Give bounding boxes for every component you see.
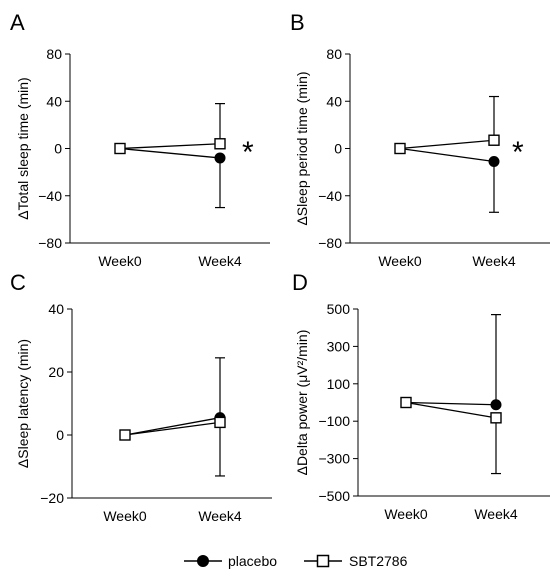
panel-d-y-tick-label: 300 <box>327 338 351 354</box>
legend-sbt2786-marker <box>316 554 330 568</box>
legend: placebo SBT2786 <box>184 553 408 569</box>
panel-c-x-tick-label: Week0 <box>103 508 147 524</box>
panel-c-letter: C <box>10 270 26 295</box>
panel-c-sbt2786-point <box>214 416 226 429</box>
panel-a-placebo-point <box>214 152 226 164</box>
panel-a-placebo-line <box>119 147 221 159</box>
panel-c-y-tick-label: −20 <box>40 490 64 506</box>
panel-a-sbt2786-line <box>119 143 221 150</box>
panel-c-y-tick-label: 0 <box>56 427 64 443</box>
panel-d-sbt2786-line <box>405 401 497 419</box>
chart-panels: A 80 40 0 −40 −80 Week0 Week4 ΔTotal sleep time … <box>10 10 550 524</box>
panel-c-y-tick-label: 20 <box>48 364 64 380</box>
panel-d-y-tick-label: 100 <box>327 376 351 392</box>
panel-d-x-tick-label: Week4 <box>474 506 518 522</box>
panel-c: C 40 20 0 −20 Week0 Week4 ΔSleep latency (min) <box>10 270 272 524</box>
panel-a-y-tick-label: 0 <box>54 141 62 157</box>
panel-d-letter: D <box>292 270 308 295</box>
panel-b-placebo-point <box>488 155 500 167</box>
panel-c-sbt2786-line <box>124 421 221 436</box>
panel-b-y-tick-label: 0 <box>334 141 342 157</box>
panel-a-y-tick-label: 80 <box>46 46 62 62</box>
panel-b-sbt2786-point <box>394 142 406 155</box>
panel-b: B 80 40 0 −40 −80 Week0 Week4 ΔSleep period time… <box>290 10 550 269</box>
panel-d-sbt2786-point <box>400 396 412 409</box>
panel-d-y-tick-label: −300 <box>318 451 350 467</box>
panel-d-x-tick-label: Week0 <box>384 506 428 522</box>
panel-d-placebo-point <box>490 399 502 411</box>
panel-d-y-axis-label: ΔDelta power (μV²/min) <box>294 330 310 476</box>
panel-b-sbt2786-line <box>399 139 495 150</box>
panel-a-y-tick-label: 40 <box>46 93 62 109</box>
panel-a-x-tick-label: Week4 <box>198 253 242 269</box>
panel-d: D 500 300 100 −100 −300 −500 Week0 Week4 ΔDelta p… <box>292 270 550 522</box>
panel-b-y-tick-label: 40 <box>326 93 342 109</box>
panel-c-x-tick-label: Week4 <box>198 508 242 524</box>
panel-c-placebo-line <box>124 417 221 436</box>
panel-a-y-tick-label: −40 <box>38 188 62 204</box>
panel-b-sbt2786-point <box>488 134 500 146</box>
panel-a: A 80 40 0 −40 −80 Week0 Week4 ΔTotal sleep time … <box>10 10 270 269</box>
panel-a-x-tick-label: Week0 <box>98 253 142 269</box>
legend-sbt2786-label: SBT2786 <box>349 553 408 569</box>
panel-d-y-tick-label: −100 <box>318 413 350 429</box>
panel-b-y-tick-label: 80 <box>326 46 342 62</box>
panel-d-y-tick-label: −500 <box>318 488 350 504</box>
panel-b-y-tick-label: −80 <box>318 235 342 251</box>
panel-b-x-tick-label: Week0 <box>378 253 422 269</box>
panel-b-y-axis-label: ΔSleep period time (min) <box>294 71 310 225</box>
panel-d-y-tick-label: 500 <box>327 301 351 317</box>
panel-d-placebo-line <box>405 401 497 406</box>
panel-b-y-tick-label: −40 <box>318 188 342 204</box>
panel-b-significance-marker: * <box>512 136 524 169</box>
panel-a-significance-marker: * <box>242 136 254 169</box>
panel-b-x-tick-label: Week4 <box>472 253 516 269</box>
legend-placebo-marker <box>197 555 209 567</box>
panel-a-sbt2786-point <box>114 142 126 155</box>
panel-a-y-axis-label: ΔTotal sleep time (min) <box>15 77 31 219</box>
panel-c-sbt2786-point <box>119 429 131 441</box>
panel-c-y-axis-label: ΔSleep latency (min) <box>15 339 31 468</box>
panel-b-placebo-line <box>399 147 495 163</box>
legend-placebo-label: placebo <box>228 553 277 569</box>
panel-a-y-tick-label: −80 <box>38 235 62 251</box>
panel-d-sbt2786-point <box>490 412 502 424</box>
panel-a-letter: A <box>10 10 25 35</box>
panel-a-sbt2786-point <box>214 138 226 150</box>
panel-c-y-tick-label: 40 <box>48 301 64 317</box>
panel-b-letter: B <box>290 10 305 35</box>
